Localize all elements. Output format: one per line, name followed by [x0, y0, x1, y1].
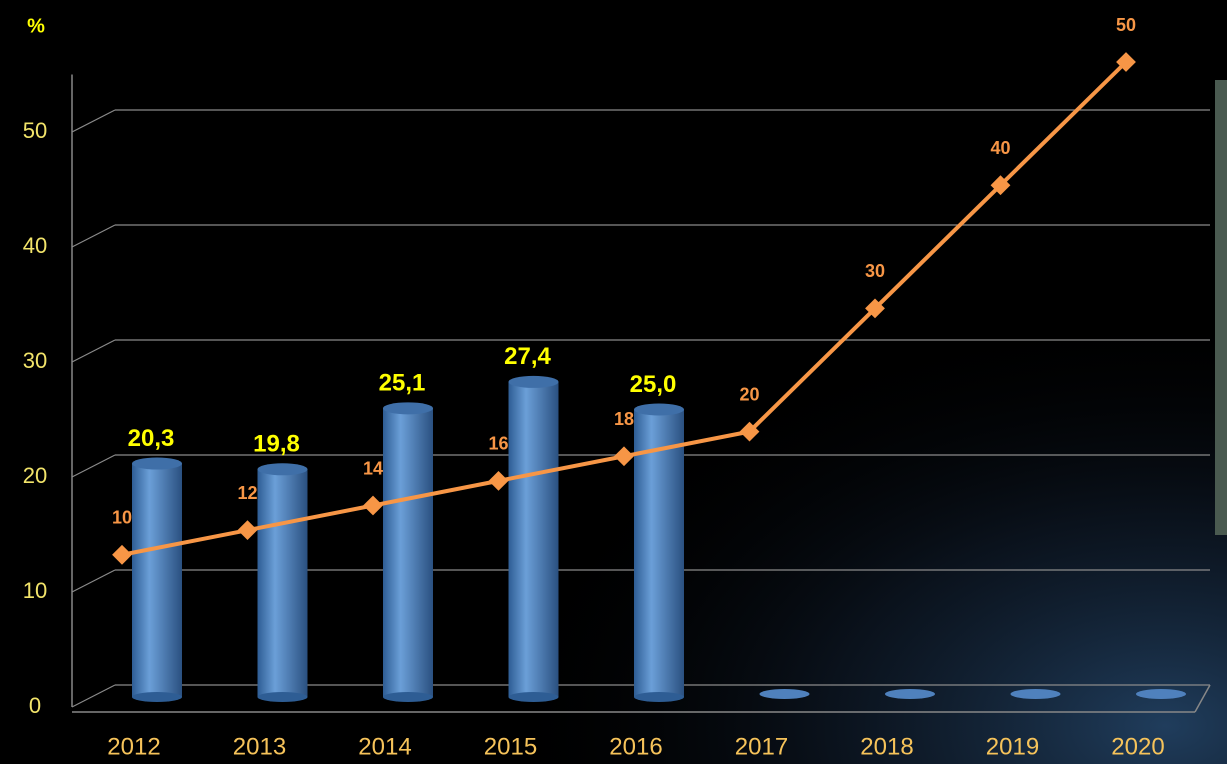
- grid-line-depth: [71, 109, 116, 133]
- x-tick-label: 2012: [107, 733, 160, 760]
- empty-base: [1010, 689, 1061, 699]
- bar: [383, 408, 433, 697]
- back-wall-edge: [1194, 684, 1211, 713]
- grid-line-depth: [71, 224, 116, 248]
- bar-top: [383, 402, 433, 415]
- line-marker: [614, 446, 634, 467]
- bar: [132, 463, 182, 697]
- x-tick-label: 2020: [1111, 733, 1164, 760]
- grid-line-depth: [71, 684, 116, 708]
- line-value-label: 12: [237, 483, 257, 503]
- bar: [508, 381, 559, 697]
- bar-value-label: 25,1: [379, 370, 426, 397]
- line-value-label: 30: [865, 261, 885, 281]
- bar-value-label: 20,3: [128, 425, 175, 452]
- x-tick-label: 2014: [358, 733, 411, 760]
- y-tick-label: 0: [29, 693, 41, 718]
- grid-line-depth: [71, 339, 116, 363]
- line-value-label: 50: [1116, 15, 1136, 35]
- line-marker: [1116, 52, 1136, 72]
- y-tick-label: 10: [23, 578, 47, 603]
- line-marker: [488, 470, 509, 491]
- empty-base: [759, 689, 810, 699]
- x-tick-label: 2019: [986, 733, 1039, 760]
- bar-top: [257, 463, 308, 476]
- bar: [634, 409, 684, 697]
- x-tick-label: 2015: [484, 733, 537, 760]
- line-marker: [739, 421, 760, 442]
- bar-bottom: [634, 692, 684, 702]
- y-tick-label: 30: [23, 348, 47, 373]
- bar-top: [634, 403, 684, 416]
- x-tick-label: 2016: [609, 733, 662, 760]
- bar-top: [508, 375, 559, 388]
- bar-value-label: 27,4: [504, 343, 551, 370]
- x-tick-label: 2013: [233, 733, 286, 760]
- x-tick-label: 2017: [735, 733, 788, 760]
- line-value-label: 14: [363, 458, 383, 478]
- line-value-label: 10: [112, 508, 132, 528]
- bar-bottom: [383, 692, 433, 702]
- line-value-label: 16: [488, 434, 508, 454]
- y-tick-label: 40: [23, 233, 47, 258]
- bar-top: [132, 457, 182, 470]
- bar: [257, 469, 308, 697]
- line-value-label: 18: [614, 409, 634, 429]
- bar-bottom: [508, 692, 559, 702]
- side-photo: [1215, 80, 1227, 535]
- y-axis-title: %: [27, 15, 45, 37]
- y-tick-label: 20: [23, 463, 47, 488]
- grid-line-depth: [71, 569, 116, 593]
- empty-base: [885, 689, 935, 699]
- grid-line-depth: [71, 454, 116, 478]
- empty-base: [1136, 689, 1186, 699]
- bar-value-label: 19,8: [253, 431, 300, 458]
- bar-bottom: [132, 692, 182, 702]
- line-marker: [363, 495, 383, 516]
- y-tick-label: 50: [23, 118, 47, 143]
- line-value-label: 20: [739, 384, 759, 404]
- bar-value-label: 25,0: [630, 371, 677, 398]
- bar-bottom: [257, 692, 308, 702]
- line-value-label: 40: [990, 138, 1010, 158]
- x-tick-label: 2018: [860, 733, 913, 760]
- line-marker: [865, 298, 885, 319]
